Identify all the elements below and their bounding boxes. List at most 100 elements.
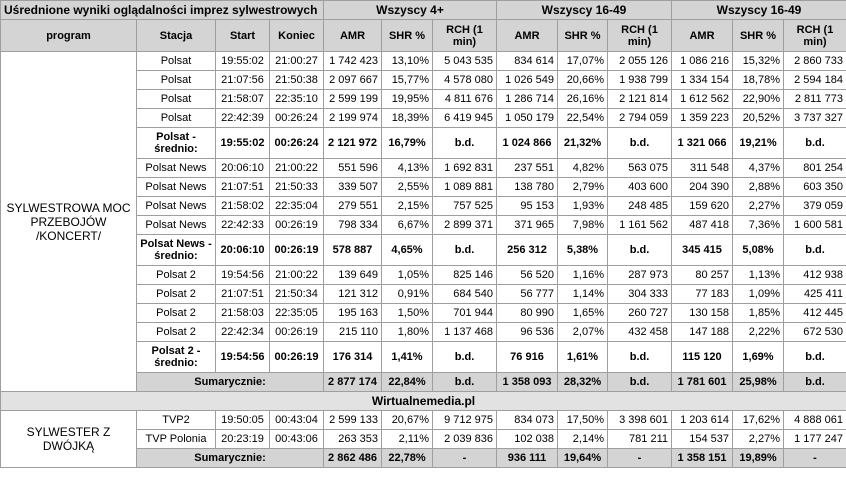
value-cell: 77 183 (671, 284, 733, 304)
value-cell: 4 578 080 (432, 70, 497, 90)
value-cell: 18,39% (381, 108, 433, 128)
value-cell: 1 177 247 (783, 429, 846, 449)
value-cell: 1,16% (557, 265, 608, 285)
value-cell: 26,16% (557, 89, 608, 109)
summary-value-cell: 28,32% (557, 372, 608, 392)
value-cell: 3 398 601 (607, 410, 672, 430)
value-cell: 1,93% (557, 196, 608, 216)
start-cell: 21:58:02 (215, 196, 270, 216)
value-cell: 287 973 (607, 265, 672, 285)
value-cell: 215 110 (323, 322, 382, 342)
col-header-amr: AMR (323, 19, 382, 52)
col-header-shr: SHR % (381, 19, 433, 52)
station-cell: TVP2 (136, 410, 216, 430)
summary-value-cell: 19,89% (732, 448, 784, 468)
value-cell: 1,14% (557, 284, 608, 304)
station-cell: Polsat News (136, 196, 216, 216)
average-row: Polsat 2 - średnio: 19:54:56 00:26:19 176 3… (1, 341, 846, 373)
value-cell: 76 916 (496, 341, 558, 373)
value-cell: 1 286 714 (496, 89, 558, 109)
value-cell: 13,10% (381, 51, 433, 71)
value-cell: 5,08% (732, 234, 784, 266)
value-cell: 701 944 (432, 303, 497, 323)
value-cell: 801 254 (783, 158, 846, 178)
value-cell: 176 314 (323, 341, 382, 373)
table-body: SYLWESTROWA MOC PRZEBOJÓW /KONCERT/Polsa… (0, 51, 846, 468)
end-cell: 00:26:24 (269, 127, 324, 159)
value-cell: 2,88% (732, 177, 784, 197)
table-title: Uśrednione wyniki oglądalności imprez sy… (0, 0, 324, 20)
value-cell: 263 353 (323, 429, 382, 449)
value-cell: 102 038 (496, 429, 558, 449)
start-cell: 21:07:56 (215, 70, 270, 90)
start-cell: 19:54:56 (215, 341, 270, 373)
summary-value-cell: 19,64% (557, 448, 608, 468)
value-cell: b.d. (607, 234, 672, 266)
value-cell: 1 600 581 (783, 215, 846, 235)
value-cell: 6,67% (381, 215, 433, 235)
value-cell: 5 043 535 (432, 51, 497, 71)
station-cell: Polsat 2 - średnio: (136, 341, 216, 373)
start-cell: 19:55:02 (215, 127, 270, 159)
source-watermark: Wirtualnemedia.pl (0, 391, 846, 411)
table-row: Polsat News 21:58:02 22:35:04 279 551 2,15% 7… (1, 196, 846, 216)
value-cell: 2,55% (381, 177, 433, 197)
end-cell: 00:43:04 (269, 410, 324, 430)
value-cell: 2,27% (732, 429, 784, 449)
value-cell: 412 445 (783, 303, 846, 323)
col-header-rch: RCH (1 min) (783, 19, 846, 52)
value-cell: 17,62% (732, 410, 784, 430)
value-cell: 757 525 (432, 196, 497, 216)
summary-value-cell: 936 111 (496, 448, 558, 468)
value-cell: 1,85% (732, 303, 784, 323)
start-cell: 22:42:33 (215, 215, 270, 235)
summary-value-cell: 2 862 486 (323, 448, 382, 468)
summary-value-cell: 2 877 174 (323, 372, 382, 392)
summary-value-cell: 22,78% (381, 448, 433, 468)
value-cell: 2 599 133 (323, 410, 382, 430)
value-cell: 1 161 562 (607, 215, 672, 235)
value-cell: b.d. (607, 127, 672, 159)
value-cell: 237 551 (496, 158, 558, 178)
value-cell: 1 086 216 (671, 51, 733, 71)
station-cell: Polsat (136, 51, 216, 71)
end-cell: 21:00:22 (269, 158, 324, 178)
value-cell: 684 540 (432, 284, 497, 304)
value-cell: b.d. (432, 234, 497, 266)
summary-value-cell: 1 358 093 (496, 372, 558, 392)
value-cell: 2,15% (381, 196, 433, 216)
group-header: Wszyscy 4+ (323, 0, 497, 20)
value-cell: 2 121 814 (607, 89, 672, 109)
value-cell: 17,07% (557, 51, 608, 71)
value-cell: 138 780 (496, 177, 558, 197)
value-cell: 1 612 562 (671, 89, 733, 109)
value-cell: 1 137 468 (432, 322, 497, 342)
value-cell: 80 990 (496, 303, 558, 323)
value-cell: 1 692 831 (432, 158, 497, 178)
value-cell: 371 965 (496, 215, 558, 235)
program-name: SYLWESTROWA MOC PRZEBOJÓW /KONCERT/ (0, 51, 137, 392)
value-cell: 20,67% (381, 410, 433, 430)
value-cell: 6 419 945 (432, 108, 497, 128)
value-cell: 2,27% (732, 196, 784, 216)
value-cell: 16,79% (381, 127, 433, 159)
group-header: Wszyscy 16-49 (496, 0, 672, 20)
value-cell: 2,11% (381, 429, 433, 449)
table-row: Polsat News 22:42:33 00:26:19 798 334 6,67% 2… (1, 215, 846, 235)
table-row: Polsat 21:58:07 22:35:10 2 599 199 19,95% 4 8… (1, 89, 846, 109)
table-row: SYLWESTER Z DWÓJKĄ TVP2 19:50:05 00:43:04 2 … (0, 410, 846, 468)
value-cell: 4,13% (381, 158, 433, 178)
value-cell: 1 359 223 (671, 108, 733, 128)
station-cell: Polsat 2 (136, 284, 216, 304)
col-header-amr: AMR (671, 19, 733, 52)
value-cell: 15,77% (381, 70, 433, 90)
table-row: Polsat 2 22:42:34 00:26:19 215 110 1,80% 1 13… (1, 322, 846, 342)
value-cell: 1,80% (381, 322, 433, 342)
value-cell: 4 888 061 (783, 410, 846, 430)
value-cell: 22,54% (557, 108, 608, 128)
end-cell: 21:00:27 (269, 51, 324, 71)
end-cell: 00:26:19 (269, 234, 324, 266)
value-cell: 195 163 (323, 303, 382, 323)
start-cell: 21:58:07 (215, 89, 270, 109)
value-cell: 1,65% (557, 303, 608, 323)
